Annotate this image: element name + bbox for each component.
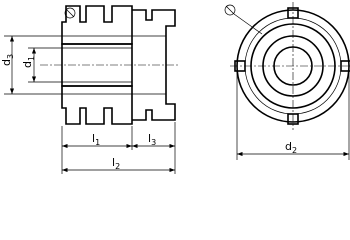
- index: 3: [6, 54, 15, 59]
- drawing: d3 d1 l1 l3 l2 d2: [0, 2, 350, 174]
- dim-label: d2: [285, 140, 297, 155]
- index: 1: [27, 56, 36, 61]
- symbol: l: [92, 132, 95, 145]
- index: 2: [292, 146, 297, 155]
- dim-label: l1: [92, 132, 100, 147]
- dimensions: d2: [236, 72, 350, 160]
- dim-label: l3: [148, 132, 156, 147]
- front-view: [224, 2, 350, 130]
- dim-label: d3: [0, 54, 15, 66]
- index: 2: [115, 162, 120, 171]
- symbol: l: [112, 156, 115, 169]
- symbol: d: [0, 59, 13, 66]
- dim-label: d1: [21, 56, 36, 68]
- symbol: l: [148, 132, 151, 145]
- index: 1: [95, 138, 100, 147]
- index: 3: [151, 138, 156, 147]
- dim-label: l2: [112, 156, 120, 171]
- symbol: d: [285, 140, 292, 153]
- symbol: d: [21, 61, 34, 68]
- side-view: [40, 5, 180, 125]
- dimensions: d3 d1 l1 l3 l2: [0, 35, 176, 174]
